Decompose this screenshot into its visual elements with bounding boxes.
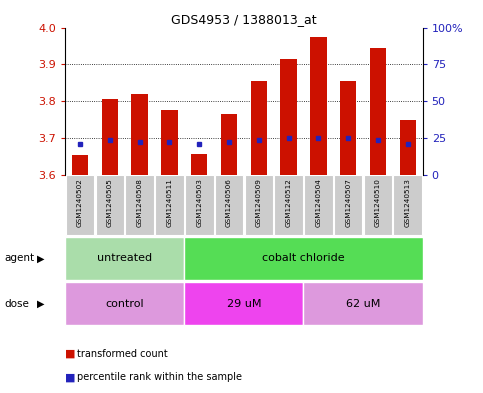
FancyBboxPatch shape bbox=[96, 176, 124, 235]
Bar bbox=[370, 48, 386, 175]
Bar bbox=[72, 154, 88, 175]
Text: ▶: ▶ bbox=[37, 253, 45, 263]
Text: GSM1240512: GSM1240512 bbox=[285, 178, 292, 227]
FancyBboxPatch shape bbox=[304, 176, 333, 235]
Text: 62 uM: 62 uM bbox=[346, 299, 380, 309]
Text: control: control bbox=[105, 299, 144, 309]
Text: GSM1240511: GSM1240511 bbox=[167, 178, 172, 227]
Text: GSM1240505: GSM1240505 bbox=[107, 178, 113, 227]
Bar bbox=[191, 154, 207, 175]
Bar bbox=[161, 110, 178, 175]
Text: dose: dose bbox=[5, 299, 30, 309]
Text: 29 uM: 29 uM bbox=[227, 299, 261, 309]
FancyBboxPatch shape bbox=[155, 176, 184, 235]
Text: cobalt chloride: cobalt chloride bbox=[262, 253, 345, 263]
Text: GSM1240510: GSM1240510 bbox=[375, 178, 381, 227]
Text: GSM1240507: GSM1240507 bbox=[345, 178, 351, 227]
FancyBboxPatch shape bbox=[274, 176, 303, 235]
Bar bbox=[221, 114, 237, 175]
Bar bbox=[399, 119, 416, 175]
FancyBboxPatch shape bbox=[364, 176, 392, 235]
FancyBboxPatch shape bbox=[126, 176, 154, 235]
Bar bbox=[310, 37, 327, 175]
Text: percentile rank within the sample: percentile rank within the sample bbox=[77, 372, 242, 382]
Text: untreated: untreated bbox=[97, 253, 152, 263]
Text: GSM1240506: GSM1240506 bbox=[226, 178, 232, 227]
Bar bbox=[281, 59, 297, 175]
Text: ■: ■ bbox=[65, 349, 76, 359]
FancyBboxPatch shape bbox=[65, 237, 185, 280]
Text: GSM1240508: GSM1240508 bbox=[137, 178, 142, 227]
FancyBboxPatch shape bbox=[66, 176, 94, 235]
FancyBboxPatch shape bbox=[394, 176, 422, 235]
FancyBboxPatch shape bbox=[215, 176, 243, 235]
FancyBboxPatch shape bbox=[244, 176, 273, 235]
Text: GSM1240502: GSM1240502 bbox=[77, 178, 83, 227]
Text: ■: ■ bbox=[65, 372, 76, 382]
Title: GDS4953 / 1388013_at: GDS4953 / 1388013_at bbox=[171, 13, 317, 26]
FancyBboxPatch shape bbox=[185, 237, 423, 280]
Bar bbox=[102, 99, 118, 175]
FancyBboxPatch shape bbox=[334, 176, 362, 235]
Text: GSM1240504: GSM1240504 bbox=[315, 178, 321, 227]
FancyBboxPatch shape bbox=[185, 282, 303, 325]
FancyBboxPatch shape bbox=[303, 282, 423, 325]
Text: ▶: ▶ bbox=[37, 299, 45, 309]
Bar bbox=[131, 94, 148, 175]
Text: GSM1240513: GSM1240513 bbox=[405, 178, 411, 227]
Bar bbox=[340, 81, 356, 175]
FancyBboxPatch shape bbox=[185, 176, 213, 235]
Text: GSM1240509: GSM1240509 bbox=[256, 178, 262, 227]
Text: agent: agent bbox=[5, 253, 35, 263]
FancyBboxPatch shape bbox=[65, 282, 185, 325]
Text: GSM1240503: GSM1240503 bbox=[196, 178, 202, 227]
Bar bbox=[251, 81, 267, 175]
Text: transformed count: transformed count bbox=[77, 349, 168, 359]
